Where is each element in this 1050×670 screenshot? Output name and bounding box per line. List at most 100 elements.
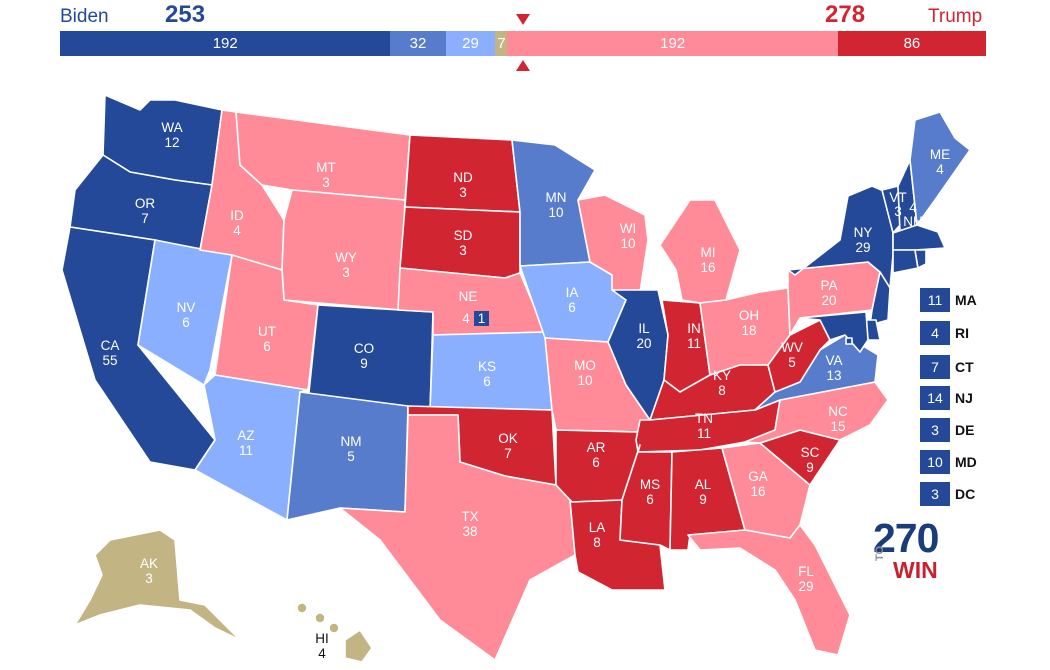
state-label-tx: TX 38 [461,509,478,539]
state-label-nv: NV 6 [177,300,196,330]
state-label-sc: SC 9 [801,445,820,475]
state-label-ca: CA 55 [101,338,120,368]
svg-text:RI: RI [955,325,969,341]
logo-to: TO [874,545,886,561]
state-label-mi: MI 16 [700,245,715,275]
state-label-ky: KY 8 [713,368,731,398]
small-state-ma[interactable]: 11 MA [920,288,977,312]
biden-name: Biden [60,6,109,27]
svg-text:4: 4 [931,325,939,341]
bar-segment-safe-biden: 192 [60,31,391,56]
state-label-in: IN 11 [687,321,701,351]
small-state-md[interactable]: 10 MD [920,450,977,474]
small-state-de[interactable]: 3 DE [920,418,974,442]
270-marker-bottom-icon [516,60,530,71]
state-nc[interactable] [744,381,889,444]
state-label-ny: NY 29 [854,225,873,255]
small-state-ri[interactable]: 4 RI [920,321,969,345]
svg-text:CT: CT [955,359,974,375]
state-label-id: ID 4 [230,208,244,238]
state-nj[interactable] [869,271,891,326]
state-label-ut: UT 6 [258,324,276,354]
state-label-nh: 4 NH [903,200,923,229]
state-label-va: VA 13 [825,353,842,383]
state-label-ok: OK 7 [498,431,518,461]
270-marker-top-icon [516,14,530,25]
state-label-ne-district-ev: 1 [478,311,486,326]
state-label-ar: AR 6 [587,440,606,470]
small-state-dc[interactable]: 3 DC [920,482,975,506]
svg-text:10: 10 [927,454,943,470]
svg-text:DC: DC [955,486,975,502]
state-label-nd: ND 3 [453,170,473,200]
state-label-ne: NE [459,289,478,304]
state-hi-island [296,602,308,614]
state-label-az: AZ 11 [237,428,254,458]
bar-segment-lean-biden: 29 [445,31,496,56]
state-label-fl: FL 29 [798,564,814,594]
state-label-sd: SD 3 [454,228,473,258]
svg-text:11: 11 [928,292,943,308]
state-label-ms: MS 6 [640,477,660,507]
state-label-nc: NC 15 [828,404,848,434]
state-label-vt: VT 3 [889,190,906,219]
state-label-il: IL 20 [636,321,651,351]
bar-segment-tossup: 7 [495,31,508,56]
svg-text:MD: MD [955,454,977,470]
state-tx[interactable] [339,414,576,661]
logo-win: WIN [893,557,938,583]
svg-text:DE: DE [955,422,974,438]
state-label-ia: IA 6 [566,285,579,315]
state-me[interactable] [909,111,971,226]
state-label-wy: WY 3 [335,250,357,280]
state-label-mn: MN 10 [546,190,567,220]
state-label-me: ME 4 [930,147,950,177]
small-state-ct[interactable]: 7 CT [920,355,974,379]
state-az[interactable] [194,374,309,521]
svg-text:MA: MA [955,292,977,308]
svg-text:14: 14 [927,390,943,406]
state-label-hi: HI 4 [315,631,329,661]
state-label-wa: WA 12 [161,120,182,150]
state-label-co: CO 9 [354,341,374,371]
state-label-tn: TN 11 [695,411,713,441]
state-label-nm: NM 5 [341,434,362,464]
state-hi-island [314,612,326,624]
state-label-ak: AK 3 [140,556,158,586]
state-label-la: LA 8 [589,520,606,550]
state-ri[interactable] [914,249,927,269]
state-label-or: OR 7 [135,196,156,226]
trump-electoral-total: 278 [825,1,866,28]
state-label-ga: GA 16 [748,469,768,499]
state-ct[interactable] [892,249,919,274]
state-label-ne-statewide-ev: 4 [462,311,470,326]
state-label-wv: WV 5 [781,340,803,370]
svg-text:7: 7 [931,359,939,375]
svg-text:3: 3 [931,422,939,438]
state-ak[interactable] [74,529,241,641]
state-label-wi: WI 10 [620,221,637,251]
state-label-al: AL 9 [695,477,712,507]
bar-segment-likely-biden: 32 [390,31,446,56]
state-dc[interactable] [845,337,853,345]
small-state-nj[interactable]: 14 NJ [920,386,973,410]
electoral-vote-bar: 192 32 29 7 192 86 [60,31,986,56]
state-label-mt: MT 3 [316,160,336,190]
ne-district-box [474,311,489,326]
svg-text:NJ: NJ [955,390,973,406]
state-hi-island [328,622,340,634]
bar-segment-safe-trump: 86 [837,31,986,56]
state-label-mo: MO 10 [574,358,596,388]
state-label-oh: OH 18 [739,308,759,338]
bar-segment-lean-trump: 192 [507,31,838,56]
svg-text:3: 3 [931,486,939,502]
logo-number: 270 [873,515,939,561]
biden-electoral-total: 253 [165,1,206,28]
state-label-pa: PA 20 [820,278,837,308]
state-hi[interactable] [344,629,373,663]
270towin-logo: 270 TO WIN [873,515,953,585]
state-label-ks: KS 6 [478,359,496,389]
state-fl[interactable] [687,524,851,656]
trump-name: Trump [928,6,983,27]
